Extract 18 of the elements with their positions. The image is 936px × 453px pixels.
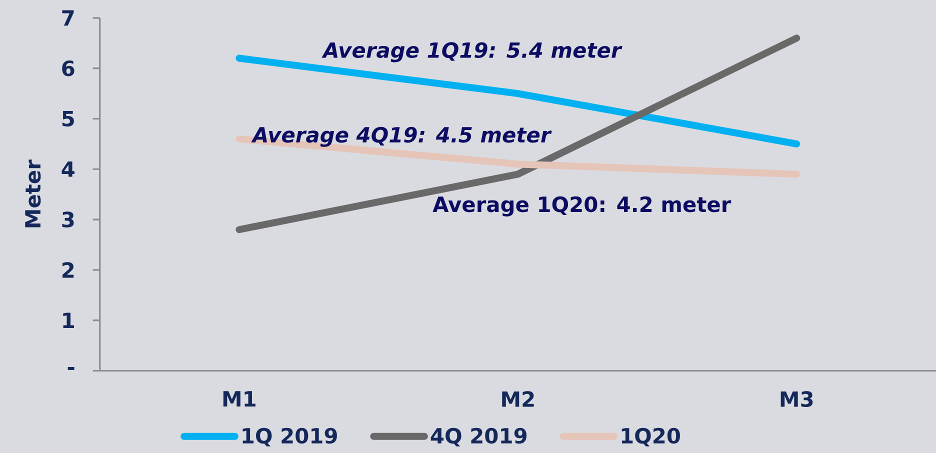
legend-label: 1Q20 bbox=[622, 428, 680, 446]
legend-label: 4Q 2019 bbox=[430, 428, 527, 446]
y-tick-label: 4 bbox=[62, 161, 74, 177]
annotation: Average 1Q19: 5.4 meter bbox=[322, 42, 622, 62]
x-tick-label: M2 bbox=[502, 390, 534, 406]
y-tick-label: 5 bbox=[62, 110, 74, 126]
annotation: Average 4Q19: 4.5 meter bbox=[251, 126, 552, 147]
y-tick-label: 6 bbox=[62, 60, 74, 76]
annotation: Average 1Q20: 4.2 meter bbox=[432, 196, 732, 216]
y-tick-label: 1 bbox=[63, 312, 74, 328]
x-tick-label: M1 bbox=[223, 390, 256, 406]
y-tick-label: 7 bbox=[62, 10, 74, 26]
legend-label: 1Q 2019 bbox=[242, 428, 337, 446]
y-axis-title: Meter bbox=[25, 159, 41, 227]
y-tick-label: 2 bbox=[62, 262, 74, 278]
x-tick-label: M3 bbox=[780, 390, 813, 407]
y-tick-label: 3 bbox=[62, 211, 74, 228]
y-tick-label: - bbox=[68, 366, 74, 370]
